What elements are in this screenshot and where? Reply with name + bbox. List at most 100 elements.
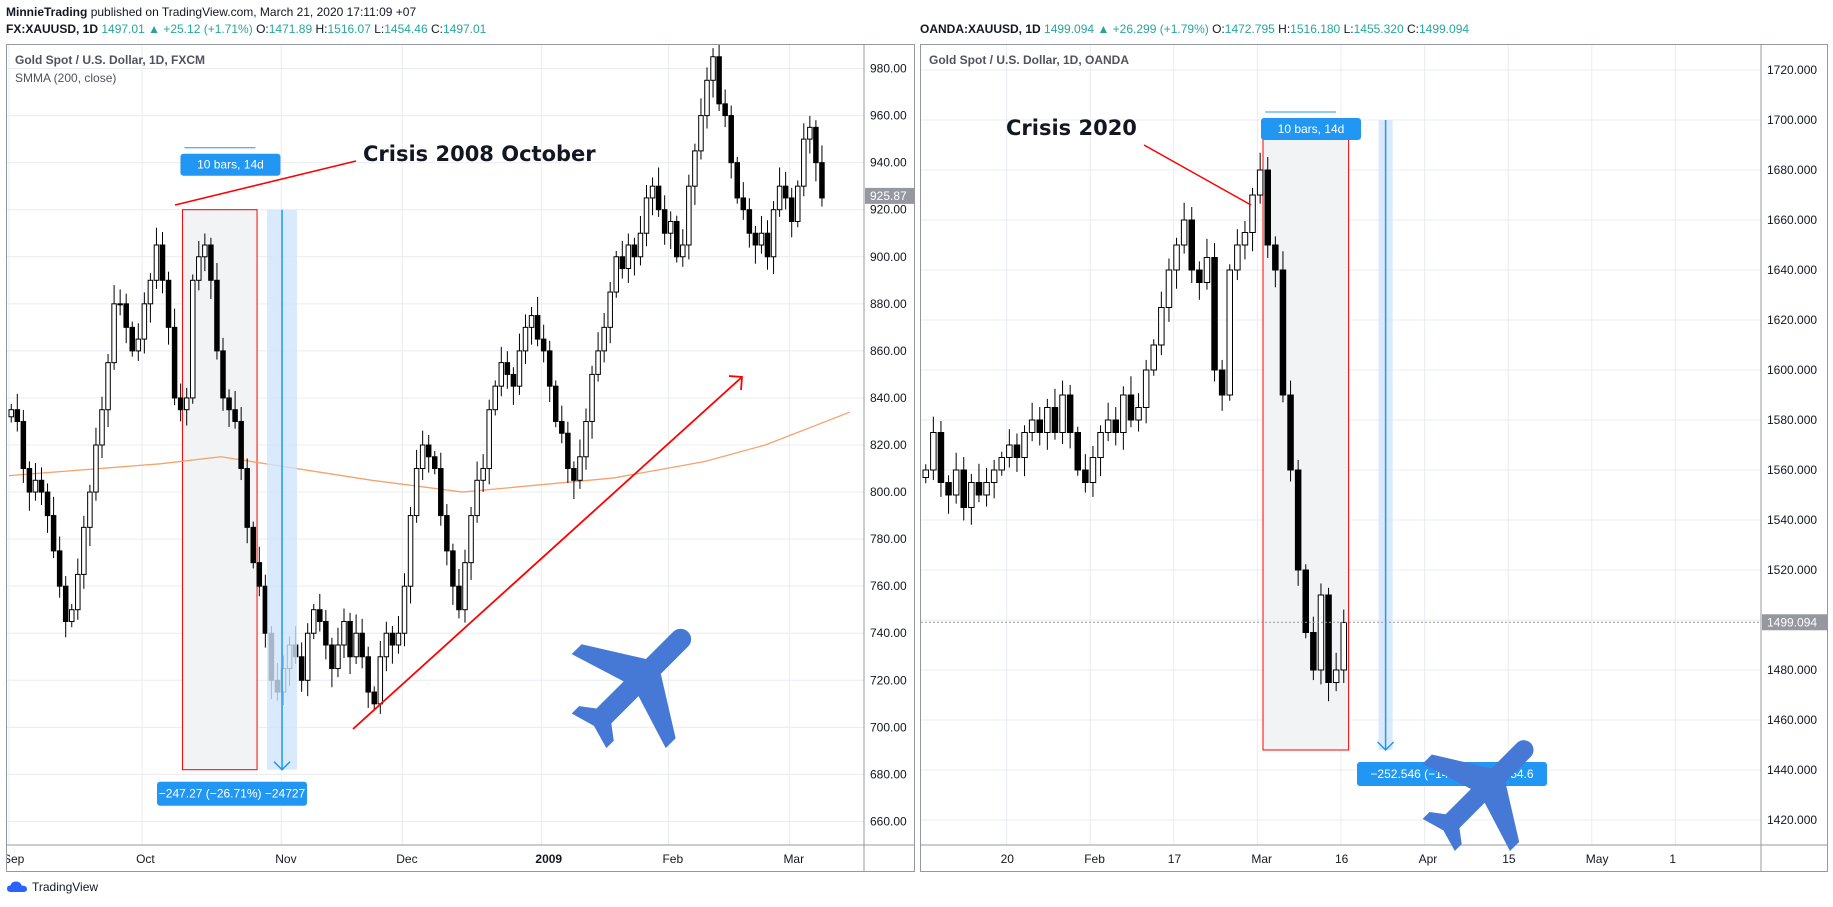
left-candle-body xyxy=(311,609,317,634)
left-high-value: 1516.07 xyxy=(327,22,371,36)
right-candle-body xyxy=(1226,269,1233,396)
right-y-tick-label: 1540.000 xyxy=(1767,513,1817,527)
left-y-tick-label: 760.00 xyxy=(870,579,907,593)
left-candle-body xyxy=(329,644,335,670)
left-candle-body xyxy=(776,185,783,211)
left-x-tick-label: Nov xyxy=(275,852,296,866)
left-candle-body xyxy=(589,373,595,422)
left-candle-body xyxy=(135,338,142,352)
right-candle-body xyxy=(1294,469,1302,571)
left-y-tick-label: 700.00 xyxy=(870,720,907,734)
right-candle-body xyxy=(1059,394,1066,433)
right-candle-body xyxy=(1249,194,1256,233)
right-y-tick-label: 1620.000 xyxy=(1767,313,1817,327)
left-candle-body xyxy=(99,409,105,446)
left-candle-body xyxy=(746,209,753,234)
footer-brand-text: TradingView xyxy=(32,880,99,894)
left-candle-body xyxy=(341,620,347,646)
right-close-value: 1499.094 xyxy=(1419,22,1470,36)
left-candle-body xyxy=(244,468,250,528)
left-y-tick-label: 920.00 xyxy=(870,203,907,217)
left-candle-body xyxy=(619,256,626,270)
right-y-tick-label: 1580.000 xyxy=(1767,413,1817,427)
right-candle-body xyxy=(1082,469,1089,483)
right-x-tick-label: 20 xyxy=(1001,852,1015,866)
left-candle-body xyxy=(8,409,14,418)
right-y-tick-label: 1420.000 xyxy=(1767,813,1817,827)
left-candle-body xyxy=(177,397,184,411)
right-chart-title: Gold Spot / U.S. Dollar, 1D, OANDA xyxy=(929,53,1130,67)
left-open-value: 1471.89 xyxy=(268,22,313,36)
left-candle-body xyxy=(571,468,577,481)
left-candle-body xyxy=(468,515,474,564)
left-candle-body xyxy=(704,79,710,117)
left-candle-body xyxy=(813,126,819,164)
left-candle-body xyxy=(32,479,39,493)
left-last-price-tag: 925.87 xyxy=(870,189,907,203)
left-candle-body xyxy=(419,444,426,470)
left-down-arrow-icon xyxy=(273,761,291,771)
left-last-price-tag-bg xyxy=(865,187,914,204)
left-candle-body xyxy=(528,315,535,328)
right-candle-body xyxy=(998,457,1005,471)
left-y-tick-label: 960.00 xyxy=(870,109,907,123)
left-y-tick-label: 900.00 xyxy=(870,250,907,264)
right-candle-body xyxy=(1013,444,1021,458)
left-candle-body xyxy=(498,362,505,387)
left-candle-body xyxy=(553,385,559,422)
left-candle-body xyxy=(413,468,420,517)
right-chart-panel[interactable]: 1420.0001440.0001460.0001480.0001500.000… xyxy=(920,44,1828,872)
right-candle-body xyxy=(1272,244,1279,271)
left-y-tick-label: 880.00 xyxy=(870,297,907,311)
right-x-tick-label: 1 xyxy=(1669,852,1676,866)
left-candle-body xyxy=(577,456,583,481)
right-candle-body xyxy=(1325,594,1332,683)
left-candle-body xyxy=(401,585,408,634)
left-candle-body xyxy=(38,479,45,493)
left-candle-body xyxy=(317,609,323,622)
left-candle-body xyxy=(62,585,69,622)
left-candle-body xyxy=(450,550,456,587)
right-y-tick-label: 1520.000 xyxy=(1767,563,1817,577)
right-x-tick-label: Apr xyxy=(1419,852,1438,866)
left-high-label: H: xyxy=(315,22,328,36)
right-high-value: 1516.180 xyxy=(1290,22,1341,36)
right-candle-body xyxy=(1021,432,1028,458)
right-y-tick-label: 1640.000 xyxy=(1767,263,1817,277)
left-x-tick-label: 2009 xyxy=(535,852,562,866)
right-candle-body xyxy=(1279,269,1287,396)
right-candle-body xyxy=(1006,444,1013,458)
right-candle-body xyxy=(952,469,960,496)
left-candle-body xyxy=(153,244,160,281)
left-indicator-label[interactable]: SMMA (200, close) xyxy=(15,71,117,85)
left-open-label: O: xyxy=(256,22,269,36)
author-name[interactable]: MinnieTrading xyxy=(6,5,88,19)
left-chart-svg[interactable]: 660.00 680.00 700.00 720.00 740.00 760.00 780.… xyxy=(7,45,914,871)
publish-text: published on TradingView.com, March 21, … xyxy=(90,5,417,19)
left-candle-body xyxy=(613,256,619,293)
right-chart-svg[interactable]: 1420.0001440.0001460.0001480.0001500.000… xyxy=(921,45,1827,871)
left-candle-body xyxy=(631,244,638,258)
left-candle-body xyxy=(14,409,21,422)
left-candle-body xyxy=(607,291,613,328)
right-candle-body xyxy=(1234,244,1241,271)
right-candle-body xyxy=(1066,394,1074,433)
left-candle-body xyxy=(674,220,680,258)
left-candle-body xyxy=(262,585,269,634)
left-candle-body xyxy=(801,138,807,187)
right-candle-body xyxy=(945,482,952,496)
footer-brand[interactable]: TradingView xyxy=(6,880,98,894)
right-symbol-line: OANDA:XAUUSD, 1D 1499.094 ▲ +26.299 (+1.… xyxy=(920,22,1469,36)
left-chart-panel[interactable]: 660.00 680.00 700.00 720.00 740.00 760.00 780.… xyxy=(6,44,915,872)
left-candle-body xyxy=(323,620,329,646)
right-last-price-tag: 1499.094 xyxy=(1767,615,1817,629)
left-candle-body xyxy=(534,315,541,340)
left-candle-body xyxy=(438,468,444,517)
publish-line: MinnieTrading published on TradingView.c… xyxy=(6,5,416,19)
left-candle-body xyxy=(117,303,123,306)
left-x-tick-label: Feb xyxy=(662,852,683,866)
right-candle-body xyxy=(1028,419,1036,433)
left-candle-body xyxy=(540,338,547,352)
left-candle-body xyxy=(141,303,148,340)
right-candle-body xyxy=(1340,622,1347,671)
